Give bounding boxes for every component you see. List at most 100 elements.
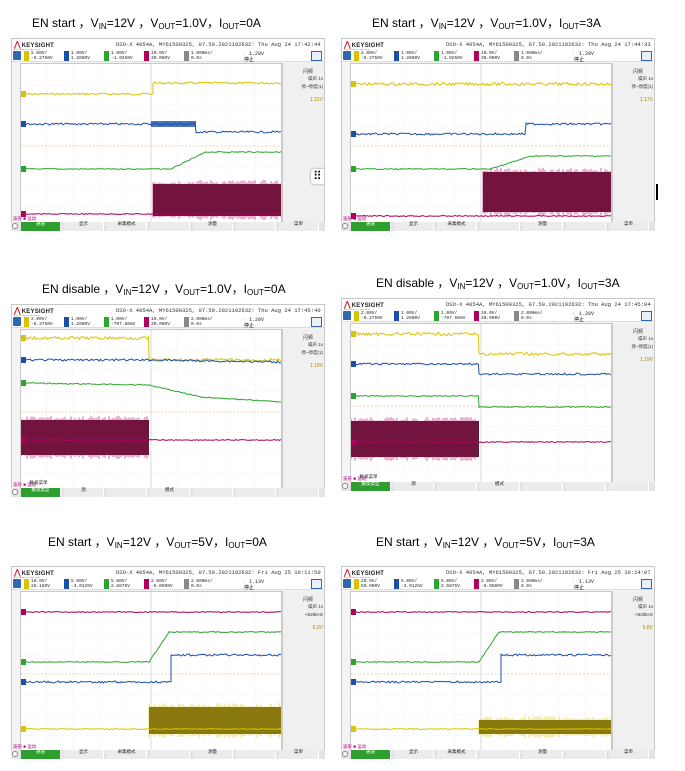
status-tag-icon[interactable]: [641, 51, 652, 61]
channel-4-setting[interactable]: 2.00V/-6.0500V: [144, 579, 182, 589]
trigger-setting[interactable]: ↑ 1.20V: [572, 51, 594, 57]
back-arrow-icon[interactable]: [342, 483, 348, 489]
channel-2-setting[interactable]: 1.00V/1.2600V: [394, 51, 432, 61]
home-icon[interactable]: [13, 317, 21, 326]
channel-2-setting[interactable]: 1.00V/1.2600V: [64, 317, 102, 327]
softkey-3[interactable]: 采集模式: [437, 221, 477, 231]
channel-2-setting[interactable]: 1.00V/1.2600V: [64, 51, 102, 61]
channel-4-setting[interactable]: 10.0V/30.000V: [144, 51, 182, 61]
softkey-4[interactable]: [150, 750, 190, 759]
softkey-5[interactable]: [193, 488, 233, 497]
softkey-3[interactable]: [437, 482, 477, 491]
trigger-setting[interactable]: ↑ 1.13V: [572, 579, 594, 585]
channel-4-setting[interactable]: 10.0V/30.000V: [474, 311, 512, 321]
softkey-4[interactable]: [480, 750, 520, 759]
channel-4-setting[interactable]: 10.0V/30.000V: [144, 317, 182, 327]
softkey-7[interactable]: 菜单: [609, 221, 649, 231]
softkey-2[interactable]: 源: [64, 487, 104, 497]
softkey-5[interactable]: [523, 482, 563, 491]
home-icon[interactable]: [343, 579, 351, 588]
dots-icon: ⠿: [313, 169, 322, 183]
channel-1-setting[interactable]: 2.00V/-6.2750V: [24, 317, 62, 327]
softkey-7[interactable]: 菜单: [609, 749, 649, 759]
channel-3-setting[interactable]: 1.00V/-1.0250V: [434, 51, 472, 61]
softkey-6[interactable]: [566, 482, 606, 491]
trigger-setting[interactable]: ↑ 1.20V: [572, 311, 594, 317]
channel-1-setting[interactable]: 2.00V/-6.2750V: [24, 51, 62, 61]
channel-offset: -6.2750V: [31, 322, 53, 327]
trigger-setting[interactable]: ↑ 1.13V: [242, 579, 264, 585]
softkey-7[interactable]: [609, 482, 649, 491]
status-tag-icon[interactable]: [311, 317, 322, 327]
softkey-4[interactable]: [150, 222, 190, 231]
timebase-setting[interactable]: 2.000ms/0.0s: [184, 579, 222, 589]
softkey-7[interactable]: [279, 488, 319, 497]
softkey-3[interactable]: 采集模式: [437, 749, 477, 759]
softkey-2[interactable]: 源: [394, 481, 434, 491]
timebase-setting[interactable]: 1.000ms/0.0s: [514, 51, 552, 61]
channel-1-setting[interactable]: 20.0V/60.000V: [354, 579, 392, 589]
side-label-2: 噪声 1s: [637, 76, 653, 81]
softkey-1[interactable]: 通道: [351, 221, 391, 231]
softkey-5[interactable]: 测量: [193, 221, 233, 231]
channel-3-setting[interactable]: 1.00V/-797.60mV: [434, 311, 472, 321]
softkey-3[interactable]: [107, 488, 147, 497]
channel-1-setting[interactable]: 2.00V/-6.2750V: [354, 51, 392, 61]
channel-4-setting[interactable]: 2.00V/-6.0500V: [474, 579, 512, 589]
status-tag-icon[interactable]: [641, 579, 652, 589]
softkey-4[interactable]: 模式: [150, 487, 190, 497]
trigger-setting[interactable]: ↑ 1.20V: [242, 317, 264, 323]
softkey-2[interactable]: 显示: [394, 749, 434, 759]
grid-menu-icon[interactable]: ⠿: [311, 169, 324, 184]
back-arrow-icon[interactable]: [12, 489, 18, 495]
softkey-3[interactable]: 采集模式: [107, 221, 147, 231]
channel-2-setting[interactable]: 5.00V/-3.0125V: [394, 579, 432, 589]
softkey-3[interactable]: 采集模式: [107, 749, 147, 759]
softkey-1[interactable]: 通道: [21, 749, 61, 759]
home-icon[interactable]: [343, 51, 351, 60]
softkey-7[interactable]: 菜单: [279, 221, 319, 231]
channel-3-setting[interactable]: 1.00V/-797.60mV: [104, 317, 142, 327]
home-icon[interactable]: [13, 51, 21, 60]
softkey-2[interactable]: 显示: [394, 221, 434, 231]
back-arrow-icon[interactable]: [12, 223, 18, 229]
softkey-5[interactable]: 测量: [523, 749, 563, 759]
softkey-6[interactable]: [236, 750, 276, 759]
status-tag-icon[interactable]: [641, 311, 652, 321]
softkey-4[interactable]: [480, 222, 520, 231]
softkey-1[interactable]: 触发类型: [21, 487, 61, 497]
home-icon[interactable]: [13, 579, 21, 588]
timebase-setting[interactable]: 2.000ms/0.0s: [514, 311, 552, 321]
softkey-2[interactable]: 显示: [64, 221, 104, 231]
softkey-6[interactable]: [566, 222, 606, 231]
back-arrow-icon[interactable]: [342, 223, 348, 229]
channel-2-setting[interactable]: 5.00V/-3.0125V: [64, 579, 102, 589]
back-arrow-icon[interactable]: [342, 751, 348, 757]
channel-1-setting[interactable]: 10.0V/26.150V: [24, 579, 62, 589]
softkey-6[interactable]: [236, 222, 276, 231]
softkey-4[interactable]: 模式: [480, 481, 520, 491]
softkey-5[interactable]: 测量: [193, 749, 233, 759]
timebase-setting[interactable]: 1.000ms/0.0s: [184, 51, 222, 61]
softkey-6[interactable]: [236, 488, 276, 497]
channel-3-setting[interactable]: 1.00V/-1.0250V: [104, 51, 142, 61]
channel-2-setting[interactable]: 1.00V/1.2600V: [394, 311, 432, 321]
home-icon[interactable]: [343, 311, 351, 320]
softkey-7[interactable]: 菜单: [279, 749, 319, 759]
softkey-1[interactable]: 通道: [21, 221, 61, 231]
softkey-2[interactable]: 显示: [64, 749, 104, 759]
status-tag-icon[interactable]: [311, 51, 322, 61]
status-tag-icon[interactable]: [311, 579, 322, 589]
softkey-1[interactable]: 通道: [351, 749, 391, 759]
timebase-setting[interactable]: 2.000ms/0.0s: [184, 317, 222, 327]
channel-4-setting[interactable]: 10.0V/30.000V: [474, 51, 512, 61]
channel-1-setting[interactable]: 2.00V/-6.2750V: [354, 311, 392, 321]
softkey-1[interactable]: 触发类型: [351, 481, 391, 491]
timebase-setting[interactable]: 2.000ms/0.0s: [514, 579, 552, 589]
back-arrow-icon[interactable]: [12, 751, 18, 757]
channel-3-setting[interactable]: 5.00V/2.6875V: [104, 579, 142, 589]
softkey-6[interactable]: [566, 750, 606, 759]
softkey-5[interactable]: 测量: [523, 221, 563, 231]
channel-3-setting[interactable]: 5.00V/2.6875V: [434, 579, 472, 589]
trigger-setting[interactable]: ↑ 1.20V: [242, 51, 264, 57]
